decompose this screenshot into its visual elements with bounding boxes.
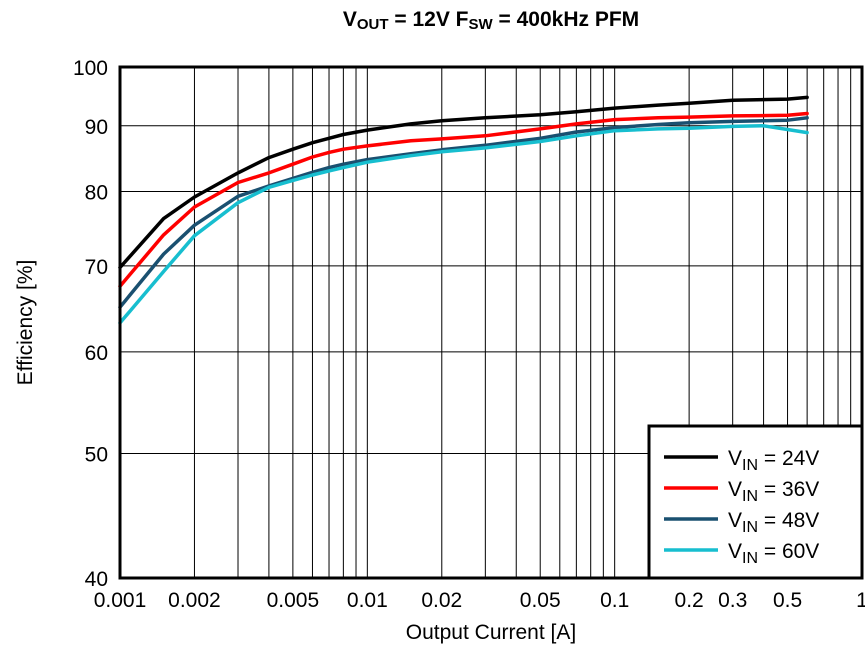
series-line xyxy=(118,111,809,288)
series-line xyxy=(118,95,809,270)
y-tick-label: 100 xyxy=(73,57,108,80)
x-tick-label: 0.5 xyxy=(773,589,802,612)
x-axis-label: Output Current [A] xyxy=(406,621,576,644)
series-line xyxy=(118,116,809,309)
y-tick-label: 40 xyxy=(85,568,108,591)
x-tick-label: 0.005 xyxy=(267,589,320,612)
x-tick-label: 0.1 xyxy=(600,589,629,612)
legend-box xyxy=(647,424,864,580)
x-tick-label: 0.002 xyxy=(168,589,221,612)
y-tick-label: 80 xyxy=(85,181,108,204)
legend-label: VIN = 24V xyxy=(728,447,819,474)
legend-label: VIN = 48V xyxy=(728,509,819,536)
x-tick-label: 0.2 xyxy=(675,589,704,612)
x-tick-label: 0.02 xyxy=(421,589,462,612)
series-layer xyxy=(118,95,809,325)
plot-frame xyxy=(118,65,864,580)
legend: VIN = 24V VIN = 36V VIN = 48V VIN = 60V xyxy=(647,424,864,580)
series-line xyxy=(118,124,809,325)
y-tick-label: 60 xyxy=(85,342,108,365)
x-tick-label: 0.001 xyxy=(94,589,147,612)
legend-label: VIN = 36V xyxy=(728,478,819,505)
y-tick-label: 90 xyxy=(85,116,108,139)
y-axis-label: Efficiency [%] xyxy=(14,260,37,386)
x-tick-label: 0.05 xyxy=(520,589,561,612)
x-tick-label: 0.01 xyxy=(347,589,388,612)
y-tick-label: 70 xyxy=(85,256,108,279)
x-tick-label: 1 xyxy=(856,589,865,612)
legend-label: VIN = 60V xyxy=(728,540,819,567)
tick-label-layer: 0.001 0.002 0.005 0.01 0.02 0.05 0.1 0.2 0.3 0.5 1… xyxy=(73,57,865,612)
chart-title: VOUT = 12V FSW = 400kHz PFM xyxy=(342,8,640,33)
y-tick-label: 50 xyxy=(85,444,108,467)
x-tick-label: 0.3 xyxy=(718,589,747,612)
